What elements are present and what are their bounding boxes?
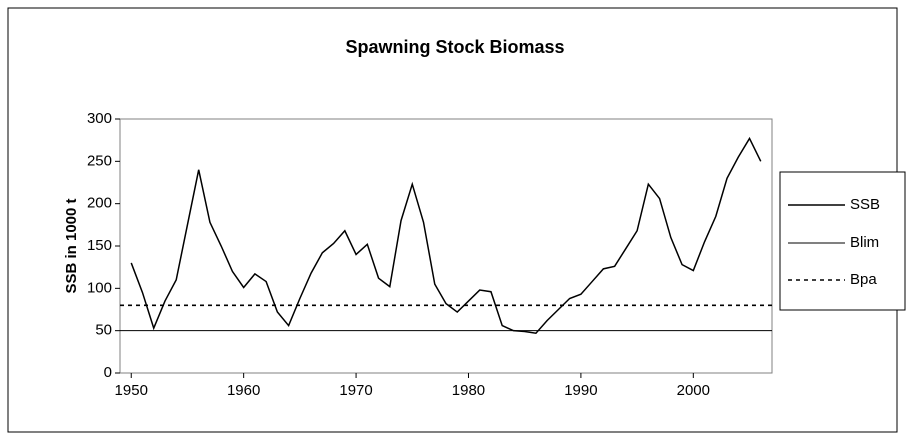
y-tick-label: 150 (87, 237, 112, 254)
legend (779, 171, 906, 311)
legend-label: Blim (850, 234, 879, 251)
x-tick-label: 1960 (227, 382, 260, 399)
legend-label: SSB (850, 196, 880, 213)
y-tick-label: 0 (104, 364, 112, 381)
chart-title: Spawning Stock Biomass (345, 37, 564, 57)
x-tick-label: 2000 (677, 382, 710, 399)
x-tick-label: 1990 (564, 382, 597, 399)
series-line (130, 136, 762, 335)
x-tick-label: 1980 (452, 382, 485, 399)
chart-border (7, 7, 898, 433)
y-tick-label: 200 (87, 195, 112, 212)
legend-label: Bpa (850, 271, 877, 288)
x-tick-label: 1970 (339, 382, 372, 399)
x-tick-label: 1950 (115, 382, 148, 399)
y-tick-label: 250 (87, 152, 112, 169)
y-tick-label: 300 (87, 110, 112, 127)
y-axis-label: SSB in 1000 t (63, 198, 80, 293)
y-tick-label: 50 (95, 322, 112, 339)
y-tick-label: 100 (87, 279, 112, 296)
